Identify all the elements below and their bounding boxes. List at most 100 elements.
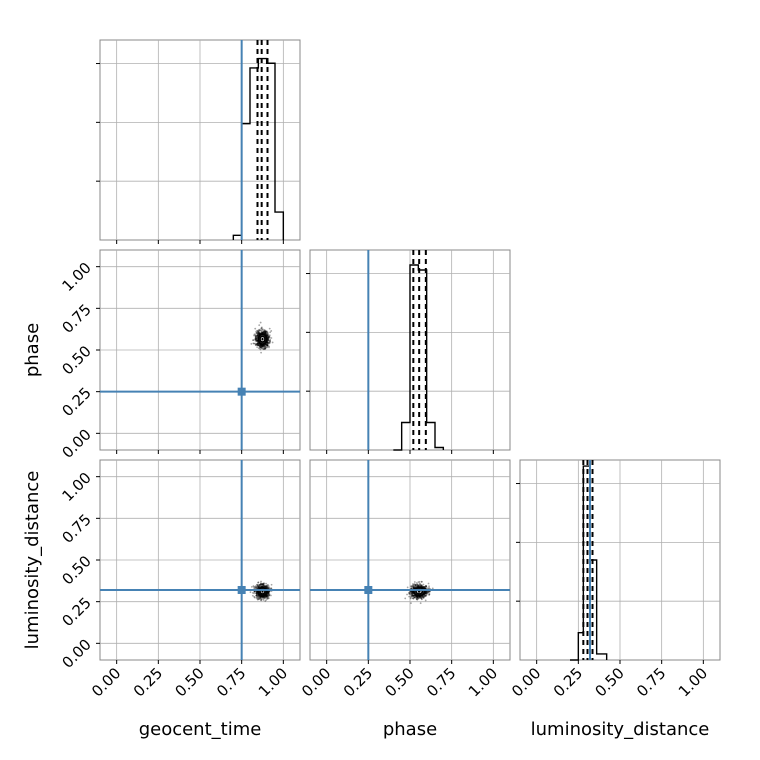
scatter-point xyxy=(413,596,416,599)
scatter-point xyxy=(261,583,264,585)
scatter-point xyxy=(410,591,412,593)
scatter-point xyxy=(253,586,255,589)
scatter-point xyxy=(268,335,271,338)
scatter-point xyxy=(267,591,270,594)
scatter-point xyxy=(255,337,258,340)
scatter-point xyxy=(265,584,268,587)
scatter-point xyxy=(256,339,258,342)
scatter-point xyxy=(426,587,429,590)
scatter-point xyxy=(259,595,261,598)
scatter-point xyxy=(256,596,259,599)
scatter-point xyxy=(263,595,266,598)
scatter-point xyxy=(267,591,269,594)
scatter-point xyxy=(265,595,268,598)
scatter-point xyxy=(422,585,425,588)
scatter-point xyxy=(264,585,266,588)
scatter-point xyxy=(257,334,259,337)
scatter-point xyxy=(420,584,423,586)
scatter-point xyxy=(266,341,269,344)
scatter-point xyxy=(255,594,258,597)
scatter-point xyxy=(258,347,261,350)
scatter-point xyxy=(415,595,418,598)
scatter-point xyxy=(255,586,257,589)
scatter-point xyxy=(257,586,259,589)
scatter-point xyxy=(270,330,273,332)
scatter-point xyxy=(416,596,419,599)
scatter-point xyxy=(261,347,264,350)
scatter-point xyxy=(423,587,425,589)
scatter-point xyxy=(410,587,413,590)
scatter-point xyxy=(411,595,413,597)
scatter-point xyxy=(256,340,259,343)
scatter-point xyxy=(425,585,428,588)
scatter-point xyxy=(266,342,269,345)
scatter-point xyxy=(265,334,268,337)
scatter-point xyxy=(253,333,256,336)
scatter-point xyxy=(414,583,417,586)
scatter-point xyxy=(266,593,269,596)
scatter-point xyxy=(261,344,263,347)
scatter-point xyxy=(258,597,260,600)
y-tick-label: 0.75 xyxy=(58,300,94,336)
scatter-point xyxy=(253,585,256,588)
scatter-point xyxy=(258,585,261,588)
scatter-point xyxy=(249,591,252,594)
scatter-point xyxy=(419,585,422,588)
scatter-point xyxy=(422,583,425,586)
scatter-point xyxy=(412,585,415,588)
scatter-point xyxy=(260,344,263,347)
x-tick-label: 0.50 xyxy=(381,664,417,700)
scatter-point xyxy=(257,596,260,598)
scatter-point xyxy=(256,335,259,337)
scatter-point xyxy=(267,338,269,341)
scatter-point xyxy=(254,338,256,341)
scatter-point xyxy=(424,592,427,594)
scatter-point xyxy=(264,332,267,335)
scatter-point xyxy=(266,596,269,598)
scatter-point xyxy=(408,591,410,594)
scatter-point xyxy=(408,591,411,594)
scatter-point xyxy=(264,331,267,334)
scatter-point xyxy=(412,594,415,597)
scatter-point xyxy=(260,332,263,334)
scatter-point xyxy=(267,587,269,589)
scatter-point xyxy=(269,338,272,341)
scatter-point xyxy=(257,331,260,334)
scatter-point xyxy=(266,344,269,346)
scatter-point xyxy=(413,583,416,585)
scatter-point xyxy=(262,344,265,347)
scatter-point xyxy=(266,344,269,346)
scatter-point xyxy=(259,344,262,347)
scatter-point xyxy=(254,334,257,336)
scatter-point xyxy=(258,586,261,589)
scatter-point xyxy=(262,331,265,333)
scatter-point xyxy=(256,594,259,597)
scatter-point xyxy=(428,585,430,588)
scatter-point xyxy=(416,595,419,598)
scatter-point xyxy=(425,592,428,595)
scatter-point xyxy=(266,342,269,344)
scatter-point xyxy=(422,596,424,598)
y-tick-label: 1.00 xyxy=(58,469,94,505)
scatter-point xyxy=(426,592,429,595)
scatter-point xyxy=(256,344,259,347)
scatter-point xyxy=(414,585,416,588)
scatter-point xyxy=(257,595,259,597)
scatter-point xyxy=(266,341,269,344)
x-tick-label: 0.00 xyxy=(508,664,544,700)
scatter-point xyxy=(431,587,434,590)
scatter-point xyxy=(258,343,261,346)
scatter-point xyxy=(262,584,265,587)
y-tick-label: 0.00 xyxy=(58,425,94,461)
scatter-point xyxy=(257,586,260,588)
scatter-point xyxy=(251,592,254,594)
scatter-point xyxy=(417,585,420,587)
scatter-point xyxy=(252,339,255,342)
scatter-point xyxy=(267,592,270,595)
scatter-point xyxy=(411,593,414,595)
scatter-point xyxy=(267,336,269,339)
scatter-point xyxy=(264,596,267,598)
scatter-point xyxy=(250,585,253,588)
scatter-point xyxy=(256,583,258,586)
scatter-point xyxy=(263,331,266,334)
